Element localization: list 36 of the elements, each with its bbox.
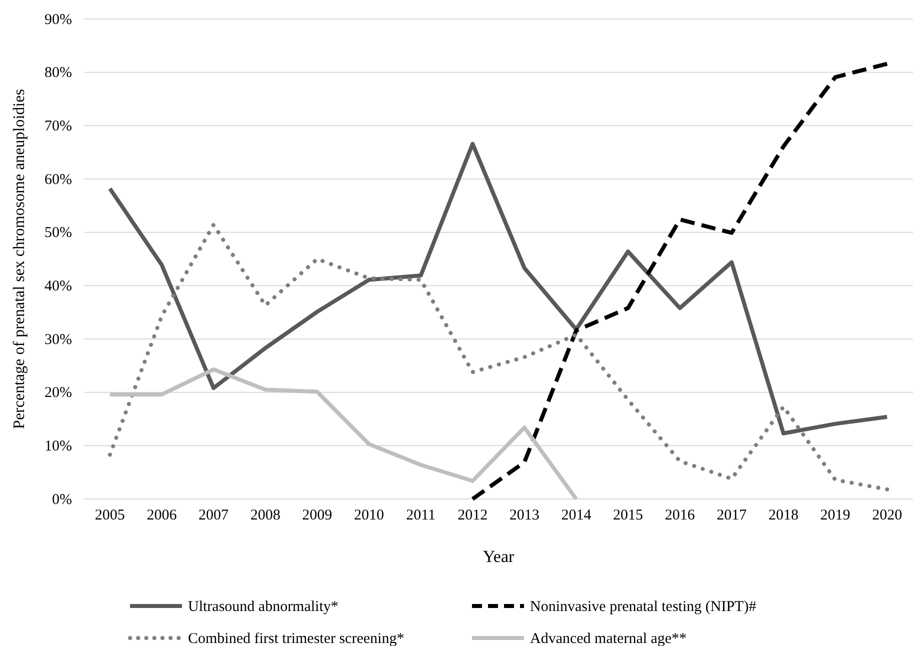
y-tick-label: 70% [44, 118, 72, 134]
legend-label: Combined first trimester screening* [188, 631, 404, 646]
line-series [470, 62, 890, 501]
y-tick-label: 30% [44, 332, 72, 348]
x-tick-label: 2008 [250, 508, 280, 524]
x-tick-label: 2010 [354, 508, 384, 524]
legend-label: Advanced maternal age** [530, 631, 687, 646]
line-series [108, 222, 890, 492]
y-tick-label: 10% [44, 438, 72, 454]
x-tick-label: 2006 [146, 508, 178, 524]
x-tick-label: 2019 [820, 508, 850, 524]
x-tick-label: 2013 [509, 508, 540, 524]
x-tick-label: 2015 [613, 508, 644, 524]
x-tick-label: 2014 [561, 508, 592, 524]
y-tick-label: 90% [44, 12, 72, 28]
x-tick-label: 2018 [768, 508, 798, 524]
y-axis-title: Percentage of prenatal sex chromosome aneuploidies [11, 89, 28, 429]
x-axis-title: Year [482, 547, 514, 566]
legend-label: Noninvasive prenatal testing (NIPT)# [530, 599, 757, 615]
x-tick-label: 2005 [94, 508, 125, 524]
x-tick-label: 2017 [716, 508, 748, 524]
x-tick-label: 2012 [458, 508, 488, 524]
line-series [108, 367, 578, 501]
y-tick-label: 50% [44, 225, 72, 242]
x-tick-label: 2007 [198, 508, 230, 524]
x-tick-label: 2016 [664, 508, 696, 524]
y-tick-label: 60% [44, 172, 72, 188]
x-tick-label: 2020 [872, 508, 902, 524]
y-tick-label: 20% [44, 385, 72, 402]
y-tick-label: 0% [52, 492, 72, 508]
line-series [108, 142, 890, 436]
y-tick-label: 40% [44, 278, 72, 294]
y-tick-label: 80% [44, 65, 72, 82]
x-tick-label: 2009 [302, 508, 332, 524]
x-tick-label: 2011 [406, 508, 436, 524]
legend-label: Ultrasound abnormality* [188, 599, 338, 615]
